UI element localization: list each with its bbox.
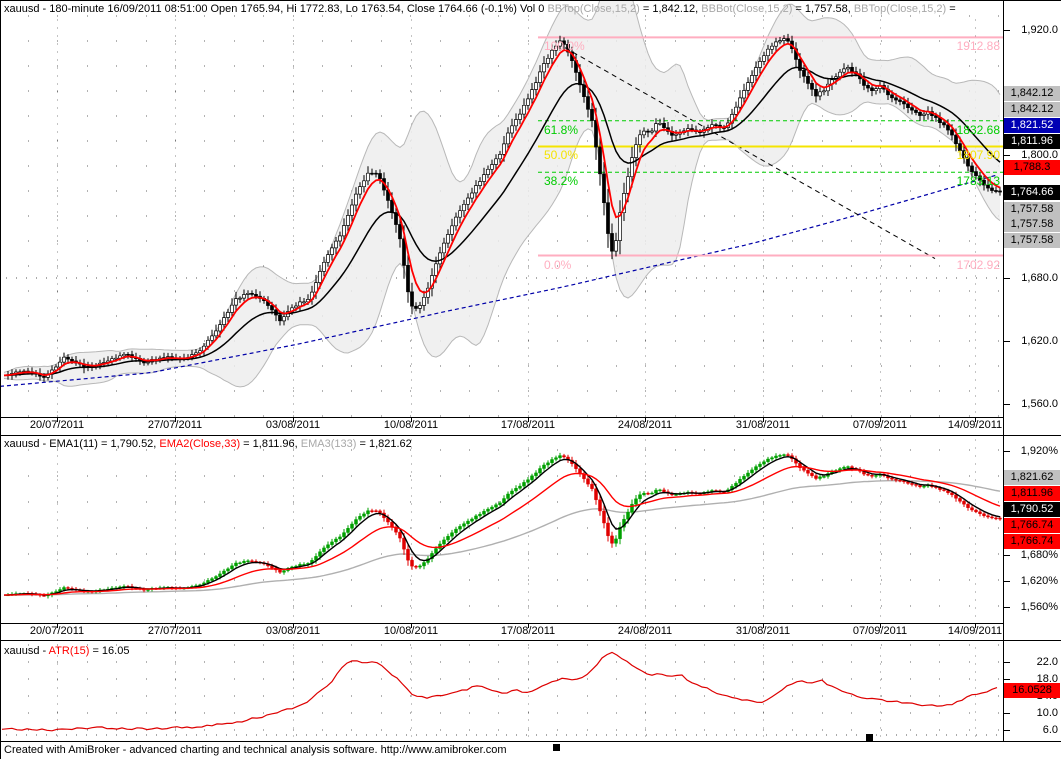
date-label-main: 03/08/2011: [265, 419, 321, 431]
y-axis-tick-ema: 1,620%: [1020, 575, 1058, 587]
price-label-ema: 1,821.62: [1004, 470, 1060, 485]
price-label-main: 1,811.96: [1004, 134, 1060, 149]
fib-pct-label: 100.0%: [544, 39, 585, 53]
chart-marker-square: [866, 734, 873, 741]
y-axis-tick-main: 1,680.0: [1021, 272, 1058, 284]
fib-pct-label: 38.2%: [544, 174, 579, 188]
date-label-main: 17/08/2011: [500, 419, 556, 431]
date-label-main: 14/09/2011: [947, 419, 1003, 431]
fib-value-label: 1807.90: [956, 148, 1000, 162]
date-label-ema: 17/08/2011: [500, 625, 556, 637]
fib-value-label: 1912.88: [956, 39, 1000, 53]
y-axis-tick-atr: 18.0: [1036, 673, 1058, 685]
price-label-main: 1,757.58: [1004, 217, 1060, 232]
y-axis-tick-atr: 6.0: [1042, 724, 1058, 736]
y-axis-tick-ema: 1,560%: [1020, 601, 1058, 613]
y-axis-tick-main: 1,920.0: [1021, 24, 1058, 36]
date-label-ema: 07/09/2011: [852, 625, 908, 637]
y-axis-tick-main: 1,800.0: [1021, 149, 1058, 161]
date-label-ema: 14/09/2011: [947, 625, 1003, 637]
price-label-main: 1,757.58: [1004, 233, 1060, 248]
fib-pct-label: 61.8%: [544, 123, 579, 137]
date-label-ema: 27/07/2011: [147, 625, 203, 637]
date-label-ema: 20/07/2011: [29, 625, 85, 637]
y-axis-tick-ema: 1,680%: [1020, 549, 1058, 561]
chart-marker-square: [553, 744, 560, 751]
price-label-ema: 1,811.96: [1004, 486, 1060, 501]
date-label-main: 27/07/2011: [147, 419, 203, 431]
fib-pct-label: 0.0%: [544, 258, 572, 272]
date-label-ema: 10/08/2011: [383, 625, 439, 637]
fib-value-label: 1702.92: [956, 258, 1000, 272]
date-label-main: 20/07/2011: [29, 419, 85, 431]
price-label-ema: 1,766.74: [1004, 534, 1060, 549]
date-label-ema: 24/08/2011: [617, 625, 673, 637]
y-axis-tick-atr: 22.0: [1036, 656, 1058, 668]
fib-value-label: 1783.13: [956, 174, 1000, 188]
fib-value-label: 1832.68: [956, 123, 1000, 137]
price-label-ema: 1,790.52: [1004, 502, 1060, 517]
y-axis-tick-main: 1,620.0: [1021, 335, 1058, 347]
date-label-main: 31/08/2011: [735, 419, 791, 431]
price-label-main: 1,788.3: [1004, 160, 1060, 175]
price-label-main: 1,842.12: [1004, 102, 1060, 117]
date-label-main: 10/08/2011: [383, 419, 439, 431]
date-label-main: 07/09/2011: [852, 419, 908, 431]
fib-pct-label: 50.0%: [544, 148, 579, 162]
y-axis-tick-atr: 10.0: [1036, 707, 1058, 719]
date-label-ema: 31/08/2011: [735, 625, 791, 637]
y-axis-tick-main: 1,560.0: [1021, 398, 1058, 410]
price-label-main: 1,764.66: [1004, 185, 1060, 200]
y-axis-tick-ema: 1,920%: [1020, 445, 1058, 457]
price-label-main: 1,821.52: [1004, 118, 1060, 133]
price-label-main: 1,757.58: [1004, 202, 1060, 217]
price-label-atr: 16.0528: [1004, 683, 1060, 698]
date-label-ema: 03/08/2011: [265, 625, 321, 637]
price-label-ema: 1,766.74: [1004, 518, 1060, 533]
footer-credit: Created with AmiBroker - advanced charti…: [4, 744, 507, 756]
price-label-main: 1,842.12: [1004, 86, 1060, 101]
date-label-main: 24/08/2011: [617, 419, 673, 431]
